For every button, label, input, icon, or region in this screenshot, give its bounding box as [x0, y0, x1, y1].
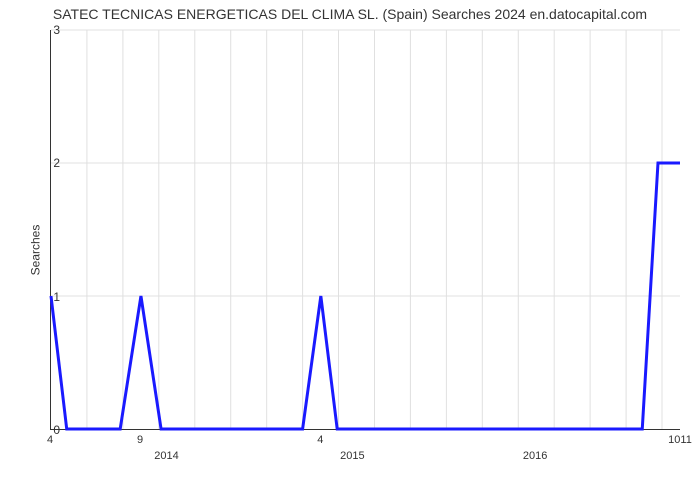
y-axis-label: Searches — [28, 225, 42, 276]
x-tick-label: 1011 — [668, 434, 692, 446]
x-tick-label: 4 — [47, 434, 53, 446]
x-year-label: 2014 — [154, 450, 178, 462]
line-chart-svg — [51, 30, 680, 429]
plot-area — [50, 30, 680, 430]
chart-container: SATEC TECNICAS ENERGETICAS DEL CLIMA SL.… — [0, 0, 700, 500]
y-tick-label: 2 — [40, 156, 60, 170]
x-year-label: 2015 — [340, 450, 364, 462]
y-tick-label: 3 — [40, 23, 60, 37]
y-tick-label: 1 — [40, 290, 60, 304]
x-tick-label: 4 — [317, 434, 323, 446]
chart-title: SATEC TECNICAS ENERGETICAS DEL CLIMA SL.… — [0, 6, 700, 22]
x-year-label: 2016 — [523, 450, 547, 462]
x-tick-label: 9 — [137, 434, 143, 446]
